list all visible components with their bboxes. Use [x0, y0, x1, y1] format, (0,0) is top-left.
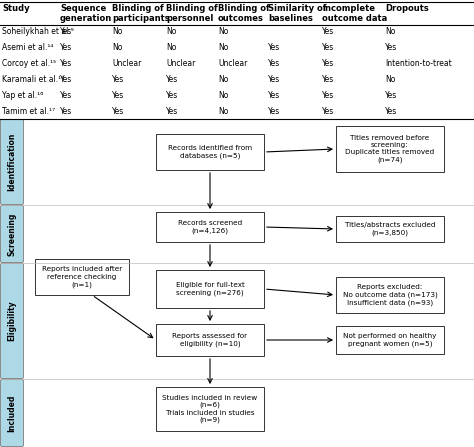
- Text: Unclear: Unclear: [218, 59, 247, 68]
- Text: Tamim et al.¹⁷: Tamim et al.¹⁷: [2, 107, 55, 116]
- Text: Studies included in review
(n=6)
Trials included in studies
(n=9): Studies included in review (n=6) Trials …: [163, 395, 257, 423]
- Text: Yes: Yes: [268, 91, 280, 100]
- Text: Not performed on healthy
pregnant women (n=5): Not performed on healthy pregnant women …: [343, 333, 437, 347]
- Text: No: No: [166, 27, 176, 36]
- Bar: [35, 259, 129, 295]
- Text: Reports assessed for
eligibility (n=10): Reports assessed for eligibility (n=10): [173, 333, 247, 347]
- Text: Karamali et al.¹⁰: Karamali et al.¹⁰: [2, 75, 64, 84]
- Text: Reports included after
reference checking
(n=1): Reports included after reference checkin…: [42, 266, 122, 287]
- Text: Incomplete
outcome data: Incomplete outcome data: [322, 4, 387, 23]
- Text: Yes: Yes: [112, 91, 124, 100]
- Text: Yes: Yes: [60, 107, 72, 116]
- FancyBboxPatch shape: [0, 380, 24, 447]
- Text: Yes: Yes: [60, 43, 72, 52]
- Text: Yap et al.¹⁶: Yap et al.¹⁶: [2, 91, 43, 100]
- Bar: [336, 277, 444, 313]
- Bar: [336, 326, 444, 354]
- Bar: [336, 126, 444, 172]
- Bar: [336, 216, 444, 242]
- Text: Yes: Yes: [60, 75, 72, 84]
- Text: Yes: Yes: [60, 59, 72, 68]
- Text: No: No: [385, 27, 395, 36]
- Text: Yes: Yes: [322, 75, 334, 84]
- Text: No: No: [166, 43, 176, 52]
- Text: Included: Included: [8, 394, 17, 432]
- Text: Yes: Yes: [322, 27, 334, 36]
- Text: No: No: [385, 75, 395, 84]
- Bar: [156, 212, 264, 242]
- Text: No: No: [218, 107, 228, 116]
- Text: No: No: [112, 27, 122, 36]
- Text: Unclear: Unclear: [112, 59, 141, 68]
- Text: Yes: Yes: [268, 43, 280, 52]
- Text: Intention-to-treat: Intention-to-treat: [385, 59, 452, 68]
- Text: Screening: Screening: [8, 212, 17, 256]
- Text: Blinding of
participants: Blinding of participants: [112, 4, 170, 23]
- Text: Records identified from
databases (n=5): Records identified from databases (n=5): [168, 145, 252, 159]
- Text: Reports excluded:
No outcome data (n=173)
Insufficient data (n=93): Reports excluded: No outcome data (n=173…: [343, 284, 438, 306]
- Bar: [156, 134, 264, 170]
- Text: Blinding of
outcomes: Blinding of outcomes: [218, 4, 270, 23]
- Text: Yes: Yes: [166, 91, 178, 100]
- Bar: [156, 387, 264, 431]
- Text: No: No: [218, 27, 228, 36]
- Text: Yes: Yes: [322, 59, 334, 68]
- Text: Sequence
generation: Sequence generation: [60, 4, 112, 23]
- Text: Yes: Yes: [166, 75, 178, 84]
- Text: Yes: Yes: [385, 107, 397, 116]
- Bar: [156, 324, 264, 356]
- Text: Yes: Yes: [322, 91, 334, 100]
- Text: Corcoy et al.¹⁵: Corcoy et al.¹⁵: [2, 59, 56, 68]
- Text: Similarity of
baselines: Similarity of baselines: [268, 4, 327, 23]
- Text: No: No: [218, 43, 228, 52]
- Text: Soheilykhah et al.⁹: Soheilykhah et al.⁹: [2, 27, 74, 36]
- Text: Yes: Yes: [60, 27, 72, 36]
- Text: Yes: Yes: [60, 91, 72, 100]
- Text: Dropouts: Dropouts: [385, 4, 429, 13]
- Bar: [156, 270, 264, 308]
- Text: No: No: [218, 75, 228, 84]
- Text: Yes: Yes: [268, 75, 280, 84]
- Text: Yes: Yes: [112, 107, 124, 116]
- Text: Eligibility: Eligibility: [8, 301, 17, 342]
- FancyBboxPatch shape: [0, 263, 24, 379]
- Text: Titles removed before
screening:
Duplicate titles removed
(n=74): Titles removed before screening: Duplica…: [346, 135, 435, 163]
- Text: Titles/abstracts excluded
(n=3,850): Titles/abstracts excluded (n=3,850): [345, 222, 435, 236]
- FancyBboxPatch shape: [0, 206, 24, 262]
- Text: Yes: Yes: [268, 59, 280, 68]
- Text: Blinding of
personnel: Blinding of personnel: [166, 4, 218, 23]
- Text: No: No: [218, 91, 228, 100]
- Text: Yes: Yes: [112, 75, 124, 84]
- Text: Unclear: Unclear: [166, 59, 195, 68]
- Text: Asemi et al.¹⁴: Asemi et al.¹⁴: [2, 43, 54, 52]
- Text: Identification: Identification: [8, 133, 17, 191]
- Text: Yes: Yes: [385, 43, 397, 52]
- Text: Yes: Yes: [166, 107, 178, 116]
- FancyBboxPatch shape: [0, 119, 24, 204]
- Text: No: No: [112, 43, 122, 52]
- Text: Yes: Yes: [322, 107, 334, 116]
- Text: Study: Study: [2, 4, 29, 13]
- Text: Yes: Yes: [268, 107, 280, 116]
- Text: Yes: Yes: [385, 91, 397, 100]
- Text: Yes: Yes: [322, 43, 334, 52]
- Text: Records screened
(n=4,126): Records screened (n=4,126): [178, 220, 242, 234]
- Text: Eligible for full-text
screening (n=276): Eligible for full-text screening (n=276): [175, 282, 245, 296]
